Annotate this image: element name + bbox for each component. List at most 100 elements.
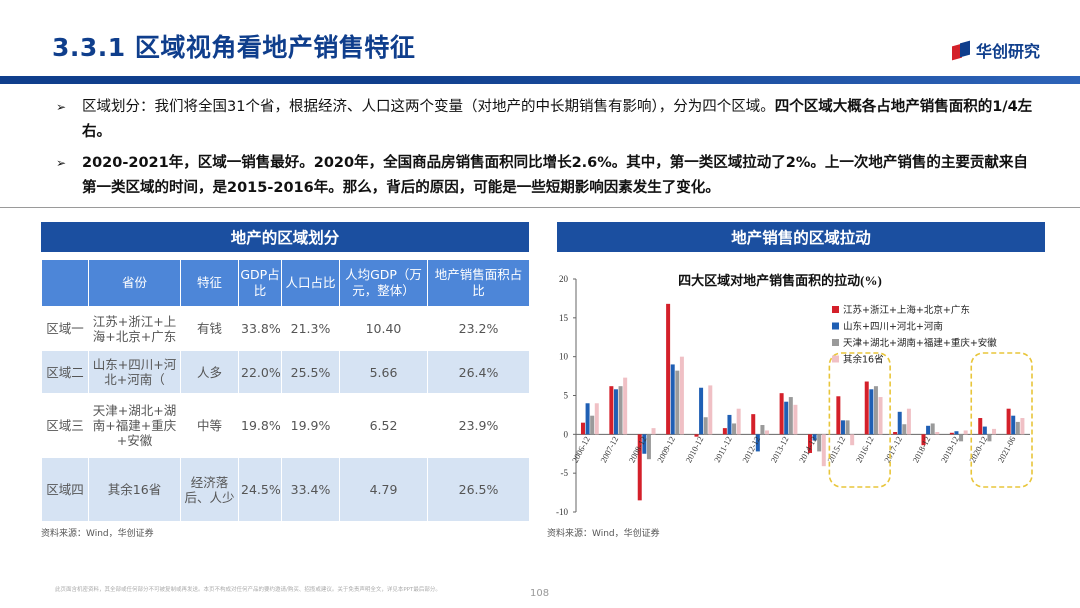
bar	[755, 434, 760, 452]
column-header: GDP占比	[238, 259, 282, 307]
table-source: 资料来源：Wind，华创证券	[41, 529, 154, 539]
bullet-list: ➢ 区域划分：我们将全国31个省，根据经济、人口这两个变量（对地产的中长期销售有…	[56, 95, 1036, 207]
bar	[670, 364, 675, 435]
bar	[779, 393, 784, 435]
bar	[694, 434, 699, 437]
bullet-text: 区域划分：我们将全国31个省，根据经济、人口这两个变量（对地产的中长期销售有影响…	[82, 99, 775, 115]
bar	[637, 434, 642, 501]
bar	[869, 389, 874, 435]
table-cell: 6.52	[339, 393, 428, 458]
bar	[949, 432, 954, 435]
table-cell: 23.2%	[427, 306, 530, 351]
bar	[840, 420, 845, 435]
chart-banner: 地产销售的区域拉动	[557, 222, 1045, 252]
y-tick-label: 10	[559, 352, 569, 362]
table-cell: 山东+四川+河北+河南（	[88, 350, 181, 394]
bar	[623, 377, 628, 435]
bar	[954, 431, 959, 435]
bar	[590, 415, 595, 435]
y-tick-label: -10	[556, 507, 568, 517]
bar	[873, 386, 878, 435]
bar	[845, 420, 850, 435]
table-row: 区域二 山东+四川+河北+河南（ 人多 22.0% 25.5% 5.66 26.…	[41, 350, 530, 394]
y-tick-label: 0	[564, 429, 569, 439]
column-header: 人均GDP（万元，整体）	[339, 259, 428, 307]
table-cell: 天津+湖北+湖南+福建+重庆+安徽	[88, 393, 181, 458]
x-tick-label: 2007-12	[598, 435, 620, 465]
table-cell: 4.79	[339, 457, 428, 522]
bar	[926, 425, 931, 435]
bar	[817, 434, 822, 452]
bar-chart: 四大区域对地产销售面积的拉动(%) -10 -5 0 5 10 15 20 2006-12 20…	[556, 273, 1033, 517]
table-cell: 经济落后、人少	[180, 457, 239, 522]
disclaimer-note: 此页面含机密资料，其全部或任何部分不可被复制或再发送。本页不构成对任何产品的要约…	[55, 587, 441, 593]
brand-name: 华创研究	[975, 42, 1040, 61]
table-cell: 江苏+浙江+上海+北京+广东	[88, 306, 181, 351]
table-cell: 区域三	[41, 393, 89, 458]
bullet-strong-text: 2020-2021年，区域一销售最好。2020年，全国商品房销售面积同比增长2.…	[82, 155, 1028, 196]
bar	[646, 434, 651, 460]
page-title: 3.3.1 区域视角看地产销售特征	[52, 33, 416, 62]
bar	[959, 434, 964, 442]
bar	[732, 423, 737, 435]
bar	[935, 432, 940, 435]
page-number: 108	[530, 588, 550, 599]
bullet-item: ➢ 区域划分：我们将全国31个省，根据经济、人口这两个变量（对地产的中长期销售有…	[56, 95, 1036, 145]
bar	[864, 381, 869, 435]
legend-swatch	[832, 306, 839, 313]
highlight-box	[828, 352, 891, 488]
x-tick-label: 2006-12	[570, 435, 592, 465]
bar	[902, 424, 907, 435]
bar	[987, 434, 992, 442]
bar	[897, 411, 902, 435]
table-cell: 26.5%	[427, 457, 530, 522]
bar	[807, 434, 812, 453]
table-cell: 33.8%	[238, 306, 282, 351]
bar	[1020, 418, 1025, 435]
bar	[765, 430, 770, 435]
bullet-item: ➢ 2020-2021年，区域一销售最好。2020年，全国商品房销售面积同比增长…	[56, 151, 1036, 201]
y-tick-label: -5	[561, 468, 569, 478]
x-tick-label: 2010-12	[683, 435, 705, 465]
y-tick-label: 20	[559, 274, 569, 284]
bar	[982, 426, 987, 435]
bar	[666, 303, 671, 435]
bar	[963, 430, 968, 435]
bar	[618, 386, 623, 435]
x-tick-label: 2009-12	[655, 435, 677, 465]
table-cell: 22.0%	[238, 350, 282, 394]
bar	[609, 386, 614, 435]
column-header: 省份	[88, 259, 181, 307]
table-cell: 区域一	[41, 306, 89, 351]
table-cell: 24.5%	[238, 457, 282, 522]
bar	[793, 404, 798, 435]
bar	[1015, 421, 1020, 435]
bar	[613, 389, 618, 435]
x-tick-label: 2014-12	[797, 435, 819, 465]
chart-source: 资料来源：Wind，华创证券	[547, 529, 660, 539]
bar	[878, 397, 883, 435]
table-cell: 人多	[180, 350, 239, 394]
x-tick-label: 2019-12	[939, 435, 961, 465]
brand: 华创研究	[951, 38, 1040, 62]
table-header-row: 省份 特征 GDP占比 人口占比 人均GDP（万元，整体） 地产销售面积占比	[41, 259, 530, 307]
bar	[893, 432, 898, 435]
legend-label: 山东+四川+河北+河南	[843, 321, 943, 333]
legend-swatch	[832, 322, 839, 330]
arrow-bullet-icon: ➢	[56, 100, 67, 114]
bullet-strong-text: 四个区域大概各占地产销售面积的1/4左右。	[82, 99, 1033, 140]
table-cell: 25.5%	[281, 350, 340, 394]
bar	[722, 428, 727, 435]
header-rule	[0, 76, 1080, 84]
table-cell: 23.9%	[427, 393, 530, 458]
bar	[751, 414, 756, 435]
column-header	[41, 259, 89, 307]
table-cell: 有钱	[180, 306, 239, 351]
table-cell: 10.40	[339, 306, 428, 351]
x-tick-label: 2017-12	[882, 435, 904, 465]
x-tick-label: 2021-06	[995, 435, 1017, 465]
bar	[703, 417, 708, 435]
table-cell: 中等	[180, 393, 239, 458]
bar	[736, 408, 741, 435]
